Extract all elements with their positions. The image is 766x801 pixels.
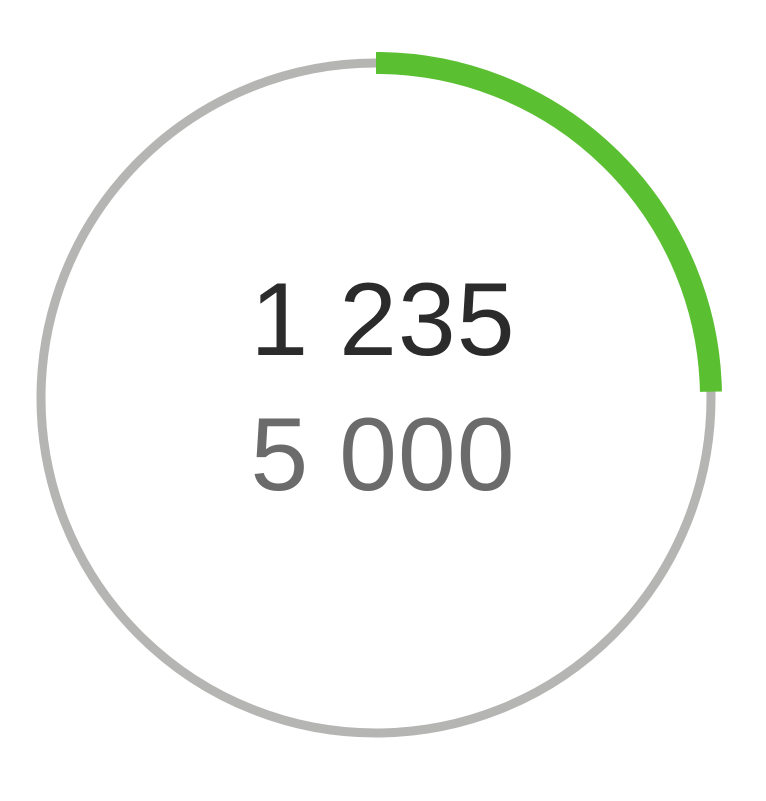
goal-steps-value: 5 000	[250, 397, 516, 513]
current-steps-value: 1 235	[250, 262, 516, 378]
progress-ring-fill	[375, 52, 722, 392]
